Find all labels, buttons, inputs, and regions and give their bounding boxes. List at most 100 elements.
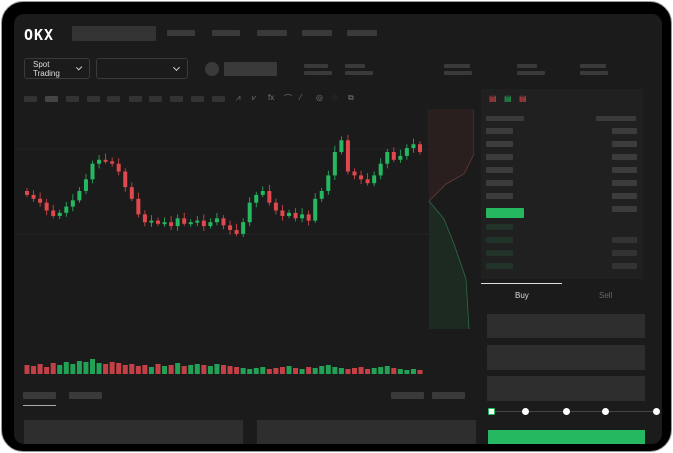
ticker-stat <box>304 71 332 75</box>
chart-tool-icon[interactable]: ⧉ <box>348 93 354 102</box>
chart-tool-icon[interactable]: ◌ <box>332 93 337 102</box>
depth-bids-area <box>429 201 469 329</box>
nav-item[interactable] <box>212 30 240 36</box>
timeframe-button[interactable] <box>212 96 225 102</box>
candle-body <box>123 171 128 188</box>
amount-slider[interactable] <box>488 408 660 415</box>
candle-body <box>228 225 233 230</box>
timeframe-button[interactable] <box>129 96 142 102</box>
filter-control[interactable] <box>432 392 465 399</box>
orderbook-view-both-icon[interactable]: ▤ <box>489 94 497 103</box>
orderbook-view-bids-icon[interactable]: ▤ <box>504 94 512 103</box>
candle-body <box>418 144 422 152</box>
tab-sell[interactable]: Sell <box>599 291 613 300</box>
candle-body <box>254 194 259 203</box>
tab-buy[interactable]: Buy <box>515 291 529 300</box>
nav-item[interactable] <box>302 30 332 36</box>
filter-control[interactable] <box>391 392 424 399</box>
candle-body <box>221 218 226 226</box>
candle-body <box>313 198 318 221</box>
candle-body <box>201 220 206 227</box>
price-input[interactable] <box>487 314 645 338</box>
orderbook-header <box>596 116 636 121</box>
pair-dropdown[interactable] <box>96 58 188 79</box>
volume-bar <box>168 365 174 374</box>
volume-bar <box>410 369 416 374</box>
ask-amount <box>612 154 637 160</box>
candle-body <box>300 214 305 219</box>
candle-body <box>404 148 409 156</box>
pair-price <box>224 62 277 76</box>
candlestick-chart[interactable] <box>14 109 474 374</box>
ask-price <box>486 180 513 186</box>
candle-body <box>214 218 219 223</box>
orders-panel <box>24 420 243 444</box>
timeframe-button[interactable] <box>45 96 58 102</box>
chart-tool-icon[interactable]: ⩘ <box>236 93 241 102</box>
tab-open-orders[interactable] <box>23 392 56 399</box>
volume-bar <box>188 365 194 374</box>
candle-body <box>326 175 331 191</box>
chart-tool-icon[interactable]: ⁄ <box>300 93 302 102</box>
timeframe-button[interactable] <box>24 96 37 102</box>
buy-tab-indicator <box>481 283 562 284</box>
ticker-stat <box>580 64 606 68</box>
okx-logo[interactable]: OKX <box>24 26 55 44</box>
nav-item[interactable] <box>257 30 287 36</box>
slider-mark-25[interactable] <box>522 408 529 415</box>
chart-tool-icon[interactable]: ◎ <box>316 93 323 102</box>
candle-body <box>339 140 344 152</box>
ask-amount <box>612 167 637 173</box>
volume-bar <box>234 367 240 374</box>
volume-bar <box>201 365 207 374</box>
volume-bar <box>306 367 312 374</box>
volume-bar <box>76 361 82 374</box>
candle-body <box>103 159 108 162</box>
chart-tool-icon[interactable]: ⌒ <box>284 94 292 103</box>
slider-mark-75[interactable] <box>602 408 609 415</box>
slider-handle[interactable] <box>488 408 495 415</box>
buy-button[interactable] <box>488 430 645 444</box>
volume-bar <box>299 369 305 374</box>
slider-mark-100[interactable] <box>653 408 660 415</box>
candle-body <box>142 214 147 223</box>
chart-tool-icon[interactable]: ⩗ <box>252 93 257 102</box>
candle-body <box>372 175 377 184</box>
timeframe-button[interactable] <box>149 96 162 102</box>
orderbook-view-asks-icon[interactable]: ▤ <box>519 94 527 103</box>
timeframe-button[interactable] <box>66 96 79 102</box>
nav-item[interactable] <box>167 30 195 36</box>
candle-body <box>378 163 383 176</box>
bid-amount <box>612 250 637 256</box>
volume-bar <box>37 364 43 374</box>
timeframe-button[interactable] <box>107 96 120 102</box>
amount-input[interactable] <box>487 345 645 370</box>
volume-bar <box>83 362 89 374</box>
depth-asks-area <box>427 109 474 201</box>
timeframe-button[interactable] <box>87 96 100 102</box>
volume-bar <box>162 366 168 374</box>
chart-tool-icon[interactable]: fx <box>268 93 275 102</box>
total-input[interactable] <box>487 376 645 401</box>
slider-mark-50[interactable] <box>563 408 570 415</box>
timeframe-button[interactable] <box>170 96 183 102</box>
nav-item[interactable] <box>347 30 377 36</box>
candle-body <box>70 200 75 207</box>
candle-body <box>293 212 298 219</box>
candle-body <box>260 191 265 195</box>
search-bar[interactable] <box>72 26 156 41</box>
volume-bar <box>240 368 246 374</box>
ticker-stat <box>517 64 537 68</box>
coin-icon <box>205 62 219 76</box>
volume-bar <box>378 367 384 374</box>
candle-body <box>110 161 115 164</box>
candle-body <box>345 140 350 172</box>
spot-trading-dropdown[interactable]: Spot Trading <box>24 58 90 79</box>
volume-bar <box>293 368 299 374</box>
tab-history[interactable] <box>69 392 102 399</box>
candle-body <box>411 144 416 149</box>
candle-body <box>64 206 69 213</box>
candle-body <box>319 191 324 199</box>
volume-bar <box>279 367 285 374</box>
timeframe-button[interactable] <box>191 96 204 102</box>
